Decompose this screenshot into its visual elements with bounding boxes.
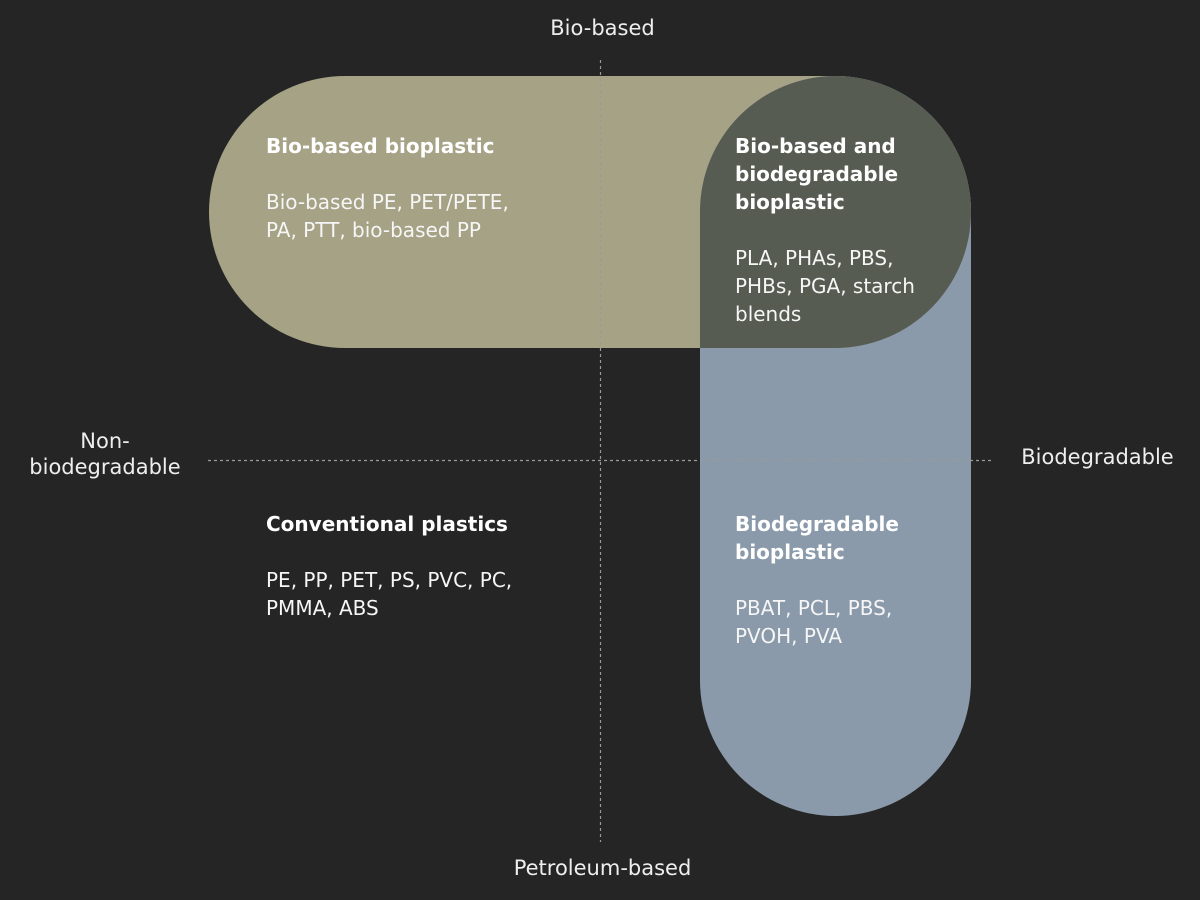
region-items: Bio-based PE, PET/PETE, PA, PTT, bio-bas… [266,190,509,242]
axis-label-petroleum-based: Petroleum-based [513,856,692,880]
region-items: PE, PP, PET, PS, PVC, PC, PMMA, ABS [266,568,513,620]
axis-label-biodegradable: Biodegradable [1021,445,1174,469]
region-items: PBAT, PCL, PBS, PVOH, PVA [735,596,893,648]
region-title: Bio-based and biodegradable bioplastic [735,134,899,214]
region-conventional-plastics: Conventional plastics PE, PP, PET, PS, P… [266,510,526,622]
overlap-region-shape [700,76,971,348]
axis-label-bio-based: Bio-based [550,16,655,40]
region-items: PLA, PHAs, PBS, PHBs, PGA, starch blends [735,246,915,326]
region-biodegradable-bioplastic: Biodegradable bioplastic PBAT, PCL, PBS,… [735,510,955,650]
region-bio-based-and-biodegradable-bioplastic: Bio-based and biodegradable bioplastic P… [735,132,955,328]
region-title: Bio-based bioplastic [266,134,495,158]
region-title: Biodegradable bioplastic [735,512,899,564]
region-bio-based-bioplastic: Bio-based bioplastic Bio-based PE, PET/P… [266,132,526,244]
axis-label-non-biodegradable: Non-biodegradable [29,429,181,479]
region-title: Conventional plastics [266,512,508,536]
